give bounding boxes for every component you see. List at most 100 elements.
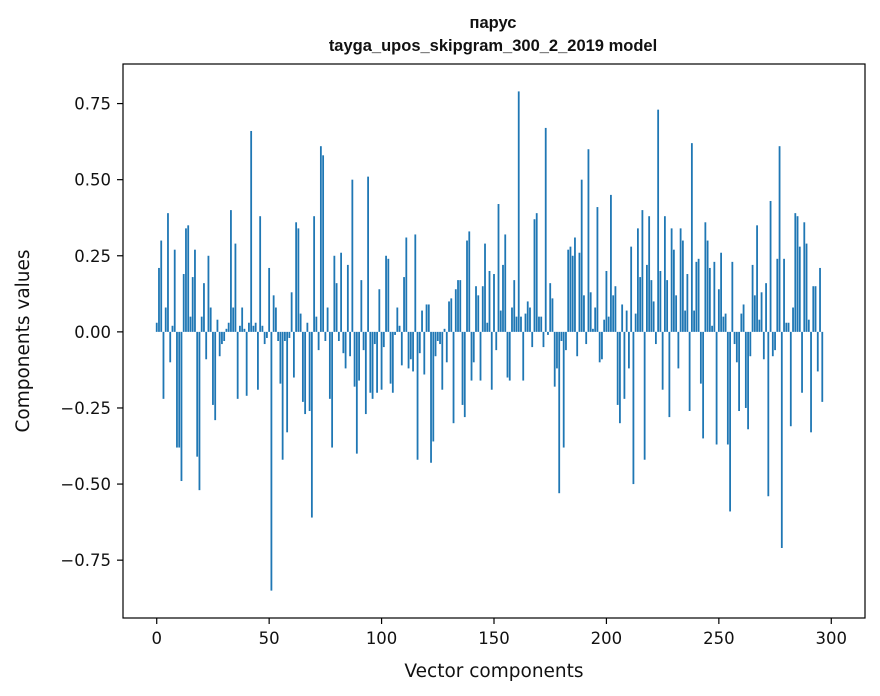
bar xyxy=(787,322,790,332)
bar xyxy=(342,331,345,354)
bar xyxy=(774,331,776,351)
bar xyxy=(605,270,608,332)
bar xyxy=(295,222,298,332)
bar xyxy=(301,331,304,402)
bar xyxy=(758,319,761,332)
bar xyxy=(497,204,500,332)
bar xyxy=(783,258,785,332)
bar xyxy=(821,331,824,402)
bar xyxy=(529,307,531,332)
bar xyxy=(601,331,603,360)
y-tick-label: 0.50 xyxy=(74,171,111,190)
bar xyxy=(263,331,266,345)
bar xyxy=(517,91,520,332)
y-tick-label: −0.50 xyxy=(60,475,111,494)
bar xyxy=(292,331,295,378)
bar xyxy=(468,231,471,332)
bar xyxy=(744,331,747,408)
bar xyxy=(616,331,619,405)
bar xyxy=(194,249,196,332)
bar xyxy=(587,149,590,332)
bar xyxy=(173,249,176,332)
bar xyxy=(632,331,635,485)
bar xyxy=(708,267,711,332)
bar xyxy=(216,319,219,332)
bar xyxy=(785,322,788,332)
bar xyxy=(798,246,801,332)
bar xyxy=(223,331,226,341)
bar xyxy=(661,331,664,390)
bar xyxy=(207,255,210,332)
bar xyxy=(322,155,325,332)
y-tick-label: 0.25 xyxy=(74,247,111,266)
bar xyxy=(722,316,725,332)
bar xyxy=(814,286,817,332)
bar xyxy=(439,331,441,345)
bar xyxy=(160,240,163,332)
bar xyxy=(270,331,273,591)
bar xyxy=(328,331,331,399)
bar xyxy=(547,331,549,335)
bar xyxy=(450,298,453,332)
bar xyxy=(205,331,208,360)
bar xyxy=(637,228,639,332)
bar xyxy=(286,331,289,433)
bar xyxy=(603,319,606,332)
bar xyxy=(382,331,385,348)
bar xyxy=(731,261,734,332)
bar xyxy=(176,331,178,448)
bar xyxy=(367,176,369,332)
x-tick-label: 200 xyxy=(591,629,623,648)
bar xyxy=(756,225,758,332)
bar xyxy=(362,331,365,351)
bar xyxy=(663,216,666,332)
bar xyxy=(789,331,792,427)
bar xyxy=(212,331,214,405)
bar xyxy=(182,274,185,332)
bar xyxy=(598,331,601,363)
bar xyxy=(360,280,363,332)
bar xyxy=(326,307,329,332)
bar xyxy=(403,277,405,332)
bar xyxy=(729,331,731,512)
bar xyxy=(236,331,239,399)
bar xyxy=(569,246,572,332)
bar xyxy=(477,295,480,332)
bar xyxy=(531,331,534,348)
bar xyxy=(380,331,383,390)
bar xyxy=(259,216,262,332)
bar xyxy=(459,280,462,332)
bar xyxy=(351,179,354,332)
bar xyxy=(196,331,199,457)
bar xyxy=(612,295,615,332)
bar xyxy=(807,319,810,332)
bar xyxy=(272,295,275,332)
bar xyxy=(776,258,779,332)
bar xyxy=(717,289,720,332)
bar xyxy=(580,179,583,332)
bar xyxy=(221,331,223,345)
bar xyxy=(493,274,495,332)
bar xyxy=(675,295,678,332)
bar xyxy=(520,316,522,332)
bar xyxy=(650,280,653,332)
bar xyxy=(794,213,797,332)
bar xyxy=(479,331,482,381)
bar xyxy=(200,316,203,332)
bar xyxy=(780,331,783,548)
bar xyxy=(715,331,718,445)
bar xyxy=(513,280,516,332)
bar xyxy=(726,331,729,445)
bar xyxy=(162,331,165,399)
bar xyxy=(432,331,435,442)
bar xyxy=(481,286,484,332)
bar xyxy=(688,331,691,412)
bar xyxy=(299,313,302,332)
x-tick-label: 100 xyxy=(366,629,398,648)
bar xyxy=(470,331,473,381)
bar xyxy=(358,331,360,381)
bar xyxy=(169,331,172,363)
bar xyxy=(551,298,554,332)
bar xyxy=(313,216,316,332)
bar xyxy=(670,228,673,332)
